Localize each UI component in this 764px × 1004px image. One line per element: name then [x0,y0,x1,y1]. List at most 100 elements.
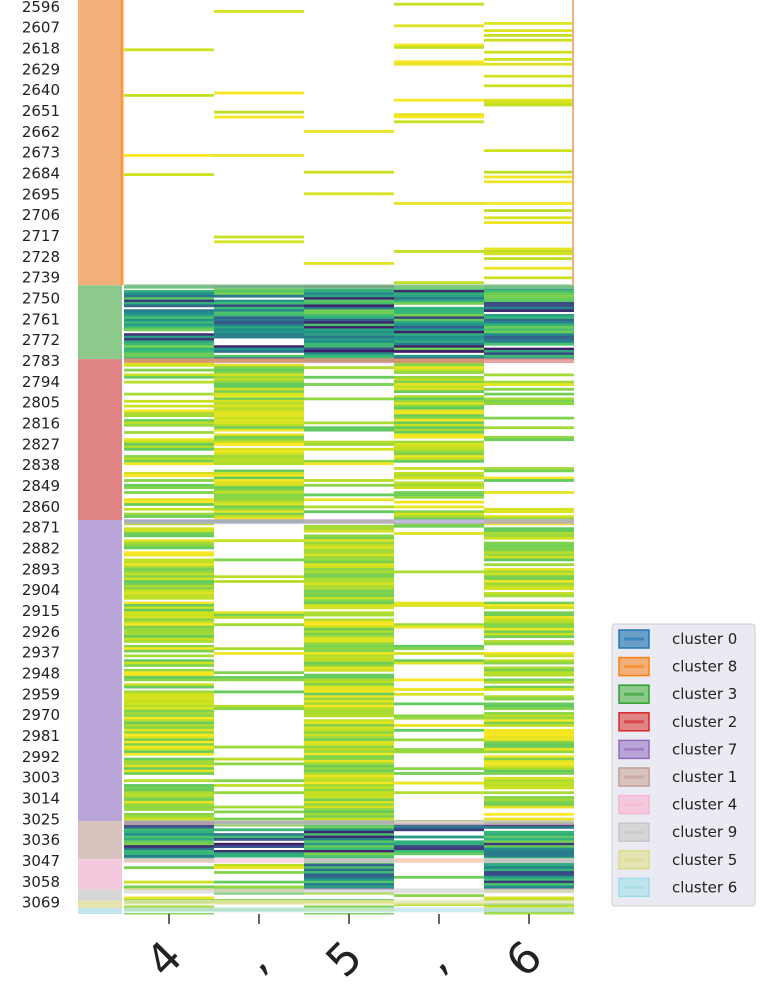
heatmap-cell [214,676,304,679]
heatmap-cell [394,385,484,389]
heatmap-cells [124,2,574,915]
heatmap-cell [304,529,394,533]
heatmap-cell [394,852,484,856]
heatmap-cell [484,702,574,706]
heatmap-cell [124,905,214,909]
heatmap-cell [124,563,214,567]
heatmap-cell [484,532,574,535]
heatmap-cell [484,805,574,809]
heatmap-cell [484,541,574,545]
y-tick-label: 2673 [22,144,60,162]
heatmap-cell [124,570,214,574]
heatmap-cell [214,483,304,487]
heatmap-cell [484,326,574,329]
heatmap-cell [124,632,214,636]
heatmap-cell [304,314,394,317]
heatmap-cell [214,479,304,482]
heatmap-cell [484,830,574,834]
heatmap-cell [484,786,574,790]
cluster-separator [124,820,574,826]
heatmap-cell [124,333,214,337]
heatmap-cell [394,894,484,897]
heatmap-cell [394,24,484,28]
heatmap-cell [214,375,304,379]
y-axis-ticks: 2596 2607 2618 2629 2640 2651 2662 2673 2684 2695… [22,0,60,912]
heatmap-cell [214,306,304,310]
heatmap-cell [394,570,484,574]
heatmap-cell [124,762,214,766]
heatmap-cell [124,498,214,502]
heatmap-cell [484,306,574,310]
heatmap-cell [304,544,394,547]
heatmap-cell [124,784,214,787]
heatmap-cell [304,791,394,795]
heatmap-cell [484,257,574,260]
heatmap-cell [304,692,394,696]
heatmap-cell [214,835,304,839]
heatmap-cell [304,462,394,466]
heatmap-cell [124,812,214,816]
heatmap-cell [304,793,394,797]
heatmap-cell [484,340,574,344]
heatmap-cell [484,221,574,224]
heatmap-cell [304,328,394,332]
heatmap-cell [394,302,484,305]
heatmap-cell [124,455,214,458]
heatmap-cell [484,880,574,884]
heatmap-cell [484,335,574,339]
heatmap-cell [304,866,394,870]
heatmap-cell [214,805,304,809]
heatmap-cell [484,202,574,205]
y-tick-label: 2761 [22,310,60,328]
heatmap-cell [214,380,304,384]
heatmap-cell [484,620,574,624]
heatmap-cell [124,292,214,296]
heatmap-cell [124,842,214,846]
heatmap-cell [124,575,214,579]
heatmap-cell [394,407,484,410]
heatmap-cell [394,440,484,444]
y-tick-label: 2772 [22,331,60,349]
heatmap-cell [394,306,484,310]
heatmap-cell [214,791,304,795]
heatmap-cell [394,443,484,446]
heatmap-cell [394,842,484,846]
heatmap-cell [304,620,394,624]
heatmap-cell [304,505,394,509]
heatmap-cell [304,885,394,889]
heatmap-cell [394,423,484,427]
heatmap-cell [394,292,484,296]
heatmap-cell [124,700,214,703]
heatmap-cell [304,565,394,569]
heatmap-cell [304,170,394,174]
heatmap-cell [124,760,214,763]
heatmap-cell [214,299,304,303]
heatmap-cell [484,544,574,547]
heatmap-cell [484,304,574,308]
heatmap-cell [214,707,304,711]
heatmap-cell [304,443,394,446]
heatmap-cell [124,462,214,466]
heatmap-cell [124,483,214,487]
heatmap-cell [394,43,484,47]
heatmap-cell [304,294,394,298]
y-tick-label: 3047 [22,852,60,870]
y-tick-label: 2717 [22,227,60,245]
heatmap-cell [484,866,574,870]
heatmap-cell [304,447,394,451]
heatmap-cell [304,618,394,622]
heatmap-cell [484,625,574,629]
heatmap-cell [214,450,304,454]
heatmap-cell [304,835,394,839]
heatmap-cell [394,828,484,832]
heatmap-cell [304,673,394,677]
heatmap-cell [214,323,304,327]
heatmap-cell [484,38,574,42]
heatmap-cell [214,290,304,293]
heatmap-cell [394,447,484,451]
y-tick-label: 2596 [22,0,60,16]
heatmap-cell [484,659,574,663]
heatmap-cell [484,704,574,708]
heatmap-cell [484,604,574,607]
heatmap-cell [394,350,484,353]
